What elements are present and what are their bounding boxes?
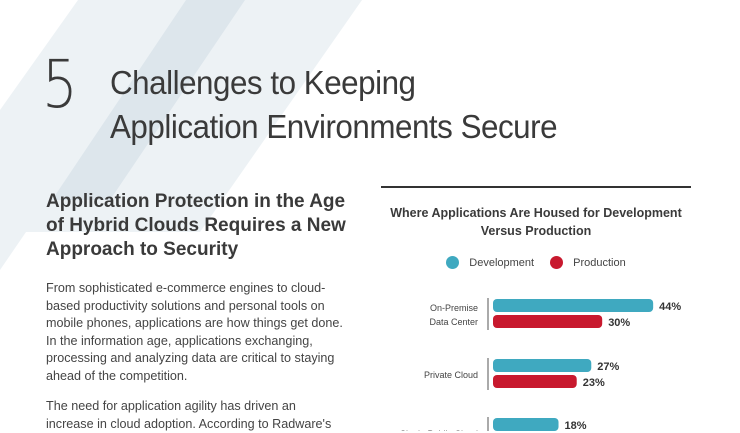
legend-production: Production	[550, 256, 626, 269]
bar-chart: On-Premise Data Center 44% 30% Private Cloud…	[400, 298, 681, 431]
bar-development	[493, 418, 559, 431]
data-label: 30%	[608, 317, 630, 329]
legend-label: Production	[573, 256, 626, 269]
chart-title: Where Applications Are Housed for Develo…	[390, 206, 682, 238]
section-heading: Application Protection in the Age of Hyb…	[46, 191, 346, 260]
data-label: 44%	[659, 301, 681, 313]
body-paragraph-1: From sophisticated e-commerce engines to…	[46, 281, 343, 383]
bar-development	[493, 359, 592, 372]
data-label: 23%	[583, 377, 605, 389]
data-label: 18%	[565, 420, 587, 431]
bar-production	[493, 315, 603, 328]
chart-divider	[381, 186, 691, 188]
page-title-line1: Challenges to Keeping	[110, 64, 416, 101]
data-label: 27%	[597, 361, 619, 373]
production-dot-icon	[550, 256, 564, 269]
body-paragraph-2: The need for application agility has dri…	[46, 399, 332, 431]
development-dot-icon	[446, 256, 460, 269]
category-label: Data Center	[429, 317, 478, 327]
stripe-light	[0, 0, 362, 270]
chart-legend: Development Production	[381, 256, 691, 269]
bar-development	[493, 299, 654, 312]
title-number: 5	[42, 46, 78, 123]
bar-production	[493, 375, 577, 388]
stripe-dark	[52, 0, 245, 200]
category-label: Single Public Cloud	[400, 429, 478, 431]
page-title-line2: Application Environments Secure	[110, 108, 558, 145]
legend-label: Development	[469, 256, 535, 269]
legend-development: Development	[446, 256, 534, 269]
category-label: Private Cloud	[424, 370, 478, 380]
category-label: On-Premise	[430, 303, 478, 313]
